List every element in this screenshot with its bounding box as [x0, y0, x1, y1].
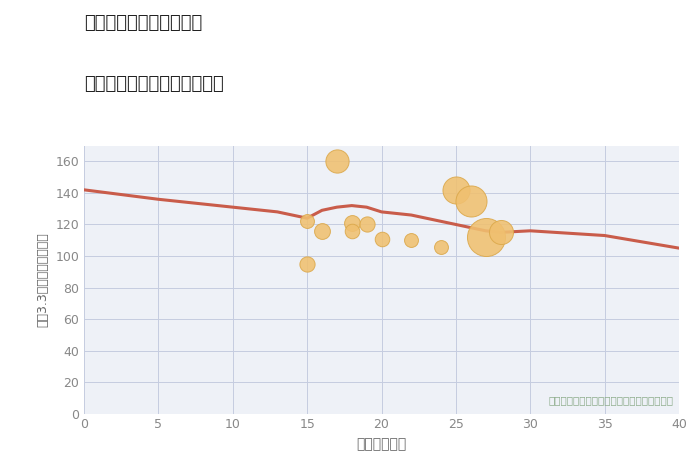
- Text: 円の大きさは、取引のあった物件面積を示す: 円の大きさは、取引のあった物件面積を示す: [548, 396, 673, 406]
- Point: [376, 235, 387, 243]
- Point: [331, 158, 342, 165]
- Point: [346, 227, 357, 235]
- Point: [406, 236, 417, 244]
- Point: [302, 260, 313, 267]
- Text: 神奈川県横浜市中区柏葉: 神奈川県横浜市中区柏葉: [84, 14, 202, 32]
- Point: [465, 197, 476, 204]
- X-axis label: 築年数（年）: 築年数（年）: [356, 437, 407, 451]
- Point: [450, 186, 461, 194]
- Point: [346, 219, 357, 227]
- Point: [495, 228, 506, 236]
- Y-axis label: 坪（3.3㎡）単価（万円）: 坪（3.3㎡）単価（万円）: [36, 232, 50, 327]
- Point: [302, 218, 313, 225]
- Point: [316, 227, 328, 235]
- Text: 築年数別中古マンション価格: 築年数別中古マンション価格: [84, 75, 224, 93]
- Point: [435, 243, 447, 251]
- Point: [361, 221, 372, 228]
- Point: [480, 233, 491, 241]
